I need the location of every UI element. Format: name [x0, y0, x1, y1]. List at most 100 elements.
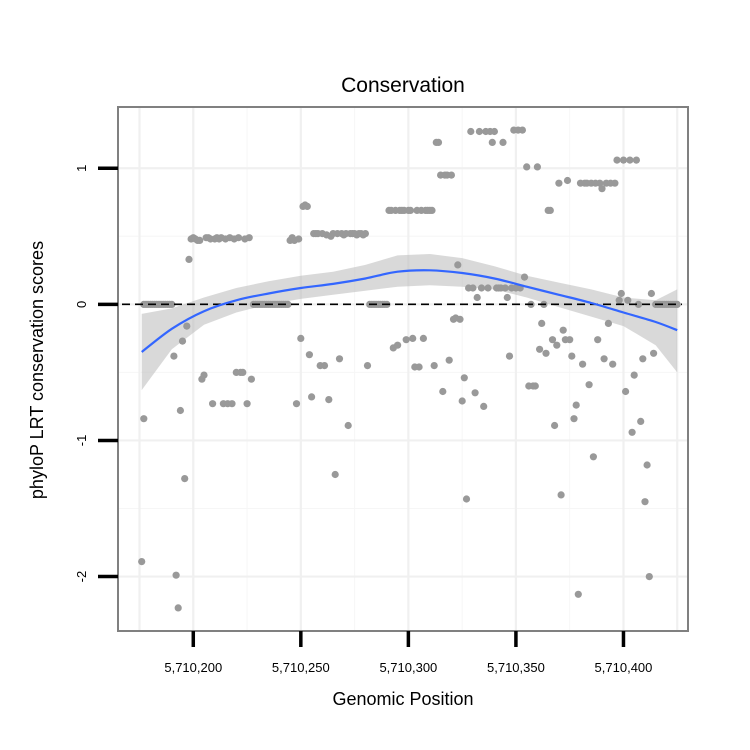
- data-point: [559, 326, 567, 334]
- x-tick-label: 5,710,200: [164, 660, 222, 675]
- data-point: [520, 273, 529, 281]
- x-axis-ticks: [191, 631, 626, 647]
- data-point: [454, 261, 462, 269]
- data-point: [594, 336, 602, 344]
- data-point: [626, 156, 634, 164]
- y-tick-label: -2: [74, 571, 89, 583]
- data-point: [613, 156, 621, 164]
- data-point: [555, 179, 563, 187]
- data-point: [460, 374, 468, 382]
- data-point: [320, 362, 329, 370]
- y-axis-tick-labels: -2 -1 0 1: [74, 165, 89, 583]
- data-point: [566, 336, 574, 344]
- x-axis-title: Genomic Position: [332, 689, 473, 709]
- data-point: [234, 234, 243, 242]
- data-point: [634, 300, 643, 308]
- data-point: [551, 421, 559, 430]
- data-point: [325, 396, 333, 404]
- data-point: [196, 236, 204, 244]
- data-point: [308, 393, 316, 401]
- data-point: [284, 300, 292, 308]
- smooth-trend-line: [141, 269, 678, 353]
- data-point: [499, 138, 507, 146]
- x-tick-label: 5,710,300: [379, 660, 437, 675]
- data-point: [473, 293, 481, 302]
- data-point: [579, 360, 587, 368]
- data-point: [628, 428, 636, 436]
- data-point: [572, 401, 580, 409]
- data-point: [200, 371, 208, 379]
- data-point: [430, 362, 438, 370]
- data-point: [471, 389, 479, 397]
- data-point: [542, 349, 550, 357]
- data-point: [361, 230, 369, 238]
- data-point: [409, 334, 417, 342]
- data-point: [456, 315, 464, 323]
- data-point: [643, 461, 651, 469]
- data-point: [303, 202, 311, 210]
- data-point: [477, 284, 486, 292]
- data-point: [297, 334, 305, 342]
- data-point: [617, 289, 625, 298]
- data-point: [596, 179, 604, 187]
- data-point: [170, 352, 178, 360]
- x-tick-label: 5,710,400: [595, 660, 653, 675]
- data-point: [531, 382, 539, 390]
- data-point: [536, 345, 544, 353]
- data-point: [611, 179, 619, 187]
- data-point: [563, 176, 572, 185]
- data-point: [185, 255, 193, 263]
- data-point: [247, 375, 255, 383]
- data-point: [335, 355, 344, 363]
- data-point: [402, 336, 410, 344]
- data-point: [209, 400, 217, 408]
- data-point: [363, 362, 372, 370]
- data-point: [630, 371, 638, 379]
- data-point: [228, 400, 236, 408]
- data-point: [467, 127, 475, 136]
- y-tick-label: 1: [74, 165, 89, 172]
- data-point: [639, 355, 647, 363]
- data-point: [553, 341, 561, 349]
- data-point: [609, 360, 617, 368]
- data-point: [174, 604, 182, 612]
- data-point: [419, 334, 427, 342]
- data-point: [178, 337, 187, 345]
- data-point: [622, 387, 630, 396]
- data-point: [503, 293, 511, 302]
- data-point: [439, 387, 447, 396]
- data-point: [600, 355, 608, 363]
- data-point: [557, 491, 565, 499]
- data-point: [475, 127, 483, 136]
- data-point: [344, 421, 352, 430]
- data-point: [624, 296, 632, 304]
- data-point: [415, 363, 423, 371]
- data-point: [140, 415, 148, 423]
- y-tick-label: -1: [74, 435, 89, 447]
- data-point: [488, 138, 496, 146]
- data-point: [331, 470, 339, 479]
- data-point: [245, 234, 253, 242]
- data-point: [533, 163, 542, 171]
- data-point: [305, 351, 313, 359]
- data-point: [589, 453, 598, 461]
- x-tick-label: 5,710,350: [487, 660, 545, 675]
- data-point: [505, 352, 514, 360]
- data-point: [523, 163, 531, 171]
- data-point: [168, 300, 176, 308]
- data-point: [598, 185, 606, 193]
- data-point: [394, 341, 402, 349]
- data-point: [546, 206, 554, 214]
- data-point: [484, 284, 492, 292]
- data-point: [176, 406, 184, 415]
- data-point: [641, 498, 649, 506]
- plot-panel-border: [117, 106, 689, 632]
- data-point: [574, 590, 582, 598]
- data-point: [585, 381, 593, 389]
- x-axis-tick-labels: 5,710,200 5,710,250 5,710,300 5,710,350 5,71…: [164, 660, 652, 675]
- data-point: [406, 206, 415, 214]
- data-point: [445, 356, 453, 364]
- data-point: [181, 475, 189, 483]
- data-point: [138, 558, 146, 566]
